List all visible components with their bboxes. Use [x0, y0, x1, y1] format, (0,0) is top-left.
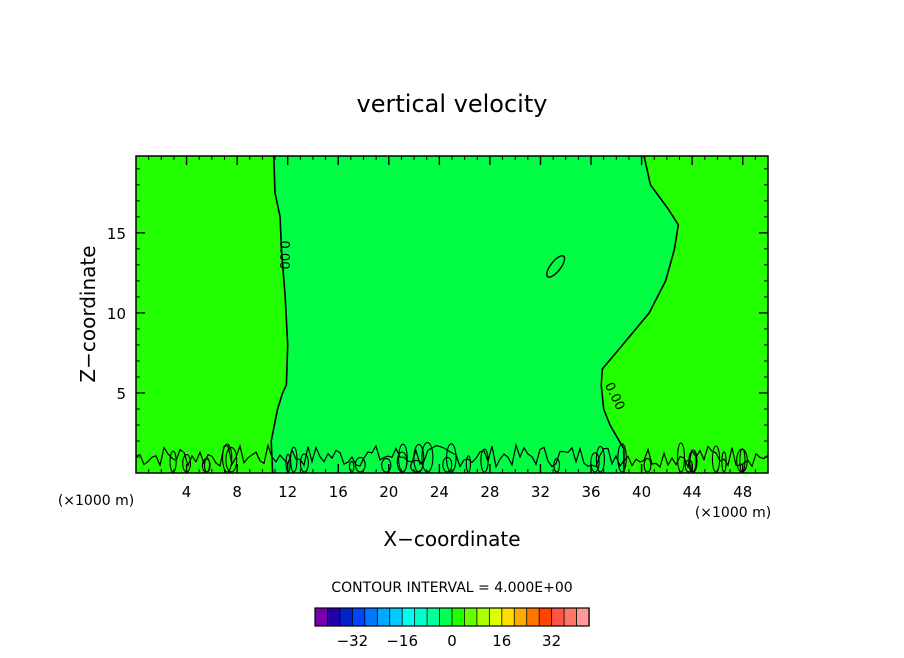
colorbar-swatch — [526, 607, 540, 627]
colorbar-swatch — [538, 607, 553, 627]
contour-interval-text: CONTOUR INTERVAL = 4.000E+00 — [331, 580, 572, 596]
surface-contour-cell — [689, 449, 698, 473]
colorbar-swatch — [563, 607, 578, 627]
fill-region-right — [601, 156, 768, 473]
x-axis-label: X−coordinate — [383, 527, 520, 551]
contour-lines — [136, 156, 768, 473]
x-tick-label: 28 — [480, 483, 499, 501]
colorbar-tick-label: 0 — [447, 632, 457, 650]
x-tick-label: 4 — [182, 483, 192, 501]
surface-contour-cell — [421, 442, 434, 473]
colorbar-swatch — [376, 607, 391, 627]
surface-contour-cell — [553, 458, 561, 473]
surface-contour-band — [136, 442, 768, 469]
surface-contour-cell — [711, 445, 721, 473]
fill-region-left — [136, 156, 288, 473]
colorbar: −32 −16 0 16 32 — [314, 607, 590, 650]
surface-contour-cell — [590, 452, 600, 473]
colorbar-swatch — [439, 607, 453, 627]
surface-contour-cell — [643, 457, 652, 473]
fill-regions — [136, 156, 768, 473]
colorbar-swatch — [476, 607, 491, 627]
x-tick-label: 48 — [733, 483, 752, 501]
colorbar-tick-label: −32 — [337, 632, 369, 650]
colorbar-tick-label: 16 — [492, 632, 511, 650]
surface-contour-cell — [225, 446, 238, 473]
surface-contour-cell — [617, 443, 627, 473]
x-tick-label: 12 — [278, 483, 297, 501]
colorbar-swatch — [501, 607, 515, 627]
colorbar-swatch — [351, 607, 366, 627]
x-tick-label: 20 — [379, 483, 398, 501]
y-tick-label: 10 — [107, 305, 126, 323]
surface-contour-cell — [442, 456, 453, 473]
chart-title: vertical velocity — [357, 90, 548, 118]
x-unit-label-left: (×1000 m) — [58, 493, 134, 509]
colorbar-swatch — [339, 607, 354, 627]
surface-contour-cell — [203, 457, 211, 473]
colorbar-swatch — [327, 607, 341, 627]
colorbar-swatch — [451, 607, 466, 627]
surface-contour-cell — [721, 451, 727, 473]
colorbar-swatch — [389, 607, 403, 627]
x-unit-label-right: (×1000 m) — [695, 505, 771, 521]
surface-contour-cell — [480, 448, 489, 473]
surface-contour-cell — [354, 456, 366, 473]
x-tick-label: 16 — [329, 483, 348, 501]
x-tick-label: 44 — [683, 483, 702, 501]
surface-contour-cell — [381, 457, 392, 473]
zero-contour-right — [600, 156, 680, 473]
x-tick-label: 8 — [232, 483, 242, 501]
x-tick-label: 24 — [430, 483, 449, 501]
surface-contour-cell — [169, 450, 177, 473]
colorbar-tick-label: −16 — [386, 632, 418, 650]
surface-contour-cell — [595, 445, 605, 473]
colorbar-swatch — [513, 607, 528, 627]
colorbar-swatch — [464, 607, 478, 627]
x-tick-label: 32 — [531, 483, 550, 501]
x-tick-label: 36 — [581, 483, 600, 501]
colorbar-tick-label: 32 — [542, 632, 561, 650]
colorbar-frame — [314, 607, 590, 627]
surface-contour-cell — [299, 453, 309, 473]
y-tick-label: 15 — [107, 225, 126, 243]
colorbar-swatch — [426, 607, 441, 627]
surface-contour-cell — [465, 455, 472, 473]
colorbar-swatch — [314, 607, 329, 627]
surface-contour-cell — [413, 443, 425, 473]
zero-contour-left — [270, 156, 289, 473]
y-axis-label: Z−coordinate — [76, 245, 100, 382]
colorbar-swatch — [364, 607, 378, 627]
surface-contour-cell — [222, 443, 233, 473]
colorbar-swatch — [576, 607, 590, 627]
x-tick-label: 40 — [632, 483, 651, 501]
surface-contour-cell — [348, 460, 355, 473]
colorbar-swatch — [414, 607, 428, 627]
surface-contour-cell — [676, 442, 686, 473]
colorbar-swatch — [551, 607, 565, 627]
contour-label-left: 0.00 — [276, 241, 291, 270]
y-tick-label: 5 — [116, 385, 126, 403]
closed-contour-cell — [546, 255, 566, 278]
surface-contour-cell — [398, 443, 408, 473]
colorbar-swatch — [488, 607, 503, 627]
colorbar-swatch — [401, 607, 416, 627]
